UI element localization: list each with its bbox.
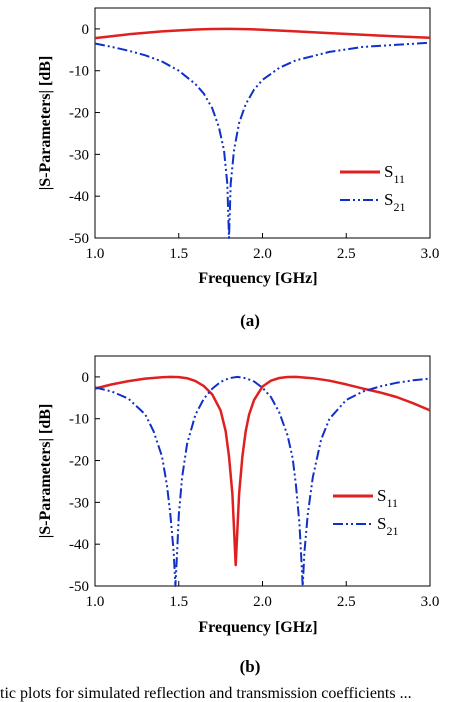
figure-caption: tic plots for simulated reflection and t… [0, 685, 412, 702]
panel-label-b: (b) [240, 657, 261, 676]
y-axis-label-b: |S-Parameters| [dB] [37, 404, 54, 539]
legend-label-s11-a: S11 [384, 162, 405, 186]
x-tick-label-b-0: 1.0 [86, 594, 105, 610]
x-tick-label-b-1: 1.5 [169, 594, 188, 610]
chart-panel-a: 0 -10 -20 -30 -40 -50 1.0 1.5 2.0 2.5 3.0 Frequen… [37, 7, 440, 330]
x-axis-label-a: Frequency [GHz] [198, 270, 317, 287]
y-tick-label-b-1: -10 [69, 412, 89, 428]
panel-label-a: (a) [240, 311, 260, 330]
series-line-s21-b [94, 375, 431, 587]
series-line-s11-b [94, 375, 431, 567]
x-tick-label-a-2: 2.0 [253, 246, 272, 262]
x-tick-label-b-3: 2.5 [337, 594, 356, 610]
y-tick-label-b-2: -20 [69, 454, 89, 470]
series-line-s11-a [94, 27, 431, 40]
chart-panel-b: 0 -10 -20 -30 -40 -50 1.0 1.5 2.0 2.5 3.0 Frequen… [37, 355, 440, 676]
series-line-s21-a [94, 41, 431, 239]
x-tick-label-b-2: 2.0 [253, 594, 272, 610]
y-tick-label-a-5: -50 [69, 231, 89, 247]
legend-label-s11-b: S11 [377, 486, 398, 510]
x-tick-label-a-3: 2.5 [337, 246, 356, 262]
legend-a: S11 S21 [340, 162, 405, 214]
y-tick-label-a-3: -30 [69, 147, 89, 163]
y-tick-label-a-0: 0 [82, 22, 90, 38]
y-tick-label-a-2: -20 [69, 106, 89, 122]
y-tick-label-b-0: 0 [82, 370, 90, 386]
y-axis-label-a: |S-Parameters| [dB] [37, 56, 54, 191]
legend-label-s21-a: S21 [384, 190, 405, 214]
y-tick-label-b-5: -50 [69, 579, 89, 595]
plot-frame-a [94, 7, 431, 239]
plot-frame-b [94, 355, 431, 587]
x-tick-label-a-0: 1.0 [86, 246, 105, 262]
x-axis-label-b: Frequency [GHz] [198, 619, 317, 636]
y-tick-label-a-1: -10 [69, 64, 89, 80]
y-tick-label-b-3: -30 [69, 495, 89, 511]
x-tick-label-a-1: 1.5 [169, 246, 188, 262]
legend-b: S11 S21 [333, 486, 398, 538]
x-tick-label-a-4: 3.0 [421, 246, 440, 262]
y-tick-label-b-4: -40 [69, 537, 89, 553]
x-tick-label-b-4: 3.0 [421, 594, 440, 610]
legend-label-s21-b: S21 [377, 514, 398, 538]
y-tick-label-a-4: -40 [69, 189, 89, 205]
